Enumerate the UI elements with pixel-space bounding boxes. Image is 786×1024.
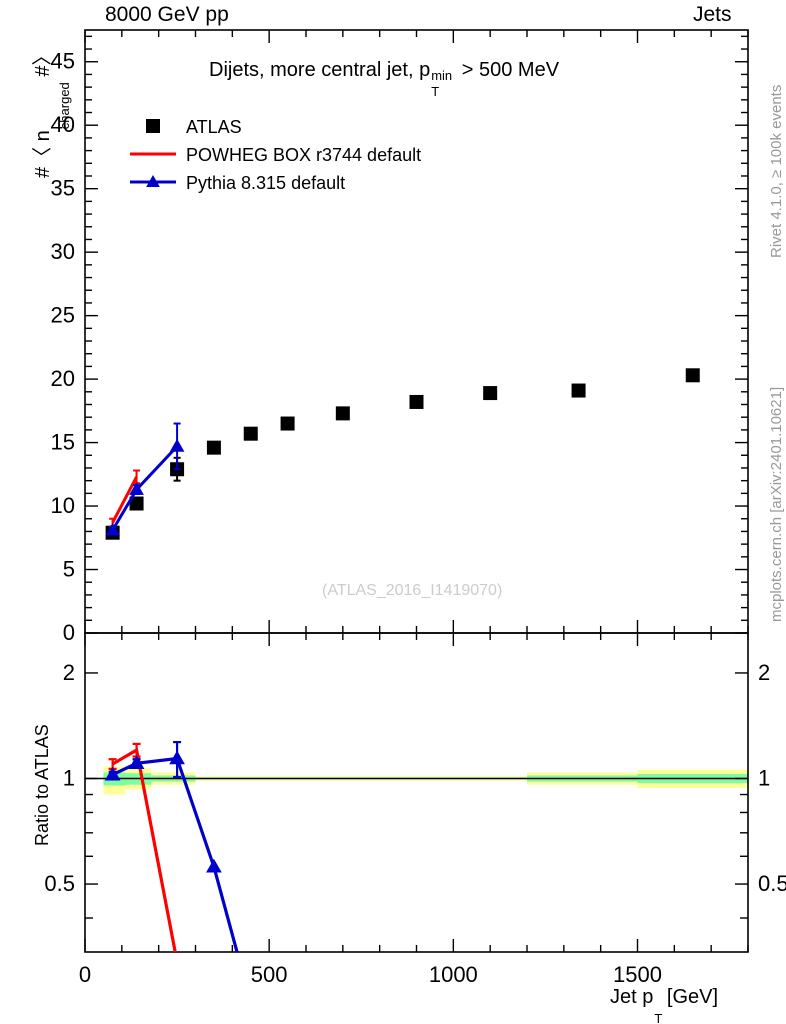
- svg-text:0.5: 0.5: [44, 871, 75, 896]
- legend-entry: Pythia 8.315 default: [130, 173, 345, 193]
- svg-text:10: 10: [51, 493, 75, 518]
- svg-text:1500: 1500: [613, 962, 662, 987]
- ratio-series-powheg-box-r3744-default: [108, 742, 177, 952]
- xaxis-label: Jet p T [GeV]: [610, 986, 719, 1024]
- series-pythia-8-315-default: [105, 422, 185, 536]
- svg-text:30: 30: [51, 239, 75, 264]
- svg-text:25: 25: [51, 303, 75, 328]
- legend: ATLAS POWHEG BOX r3744 default Pythia 8.31…: [130, 117, 421, 193]
- xaxis-label-sub: T: [654, 1011, 663, 1024]
- xaxis-label-head: Jet p: [610, 986, 654, 1008]
- header-right: Jets: [693, 3, 732, 26]
- legend-label: Pythia 8.315 default: [186, 173, 345, 193]
- svg-text:1: 1: [63, 765, 75, 790]
- svg-text:0.5: 0.5: [758, 871, 786, 896]
- svg-text:40: 40: [51, 112, 75, 137]
- legend-marker-square: [146, 119, 160, 133]
- svg-text:0: 0: [63, 620, 75, 645]
- ratio-series-pythia-8-315-default: [104, 741, 239, 952]
- svg-text:1000: 1000: [429, 962, 478, 987]
- svg-text:45: 45: [51, 49, 75, 74]
- legend-label: POWHEG BOX r3744 default: [186, 145, 421, 165]
- svg-text:0: 0: [79, 962, 91, 987]
- svg-text:5: 5: [63, 557, 75, 582]
- legend-entry: POWHEG BOX r3744 default: [130, 145, 421, 165]
- svg-text:1: 1: [758, 765, 770, 790]
- svg-text:500: 500: [251, 962, 288, 987]
- dataset-watermark: (ATLAS_2016_I1419070): [322, 582, 503, 599]
- plot-title-sup: min: [431, 68, 453, 83]
- plot-title-tail: > 500 MeV: [456, 59, 560, 81]
- svg-text:20: 20: [51, 366, 75, 391]
- series-atlas: [105, 368, 700, 540]
- legend-entry: ATLAS: [146, 117, 242, 137]
- legend-label: ATLAS: [186, 117, 242, 137]
- plot-title-head: Dijets, more central jet, p: [209, 59, 431, 81]
- xaxis-label-tail: [GeV]: [661, 986, 719, 1008]
- svg-text:2: 2: [63, 660, 75, 685]
- svg-text:35: 35: [51, 176, 75, 201]
- svg-text:2: 2: [758, 660, 770, 685]
- plot-title-sub: T: [431, 84, 440, 99]
- svg-text:15: 15: [51, 430, 75, 455]
- header-left: 8000 GeV pp: [105, 3, 229, 26]
- plot-title: Dijets, more central jet, p min T > 500 …: [209, 59, 560, 99]
